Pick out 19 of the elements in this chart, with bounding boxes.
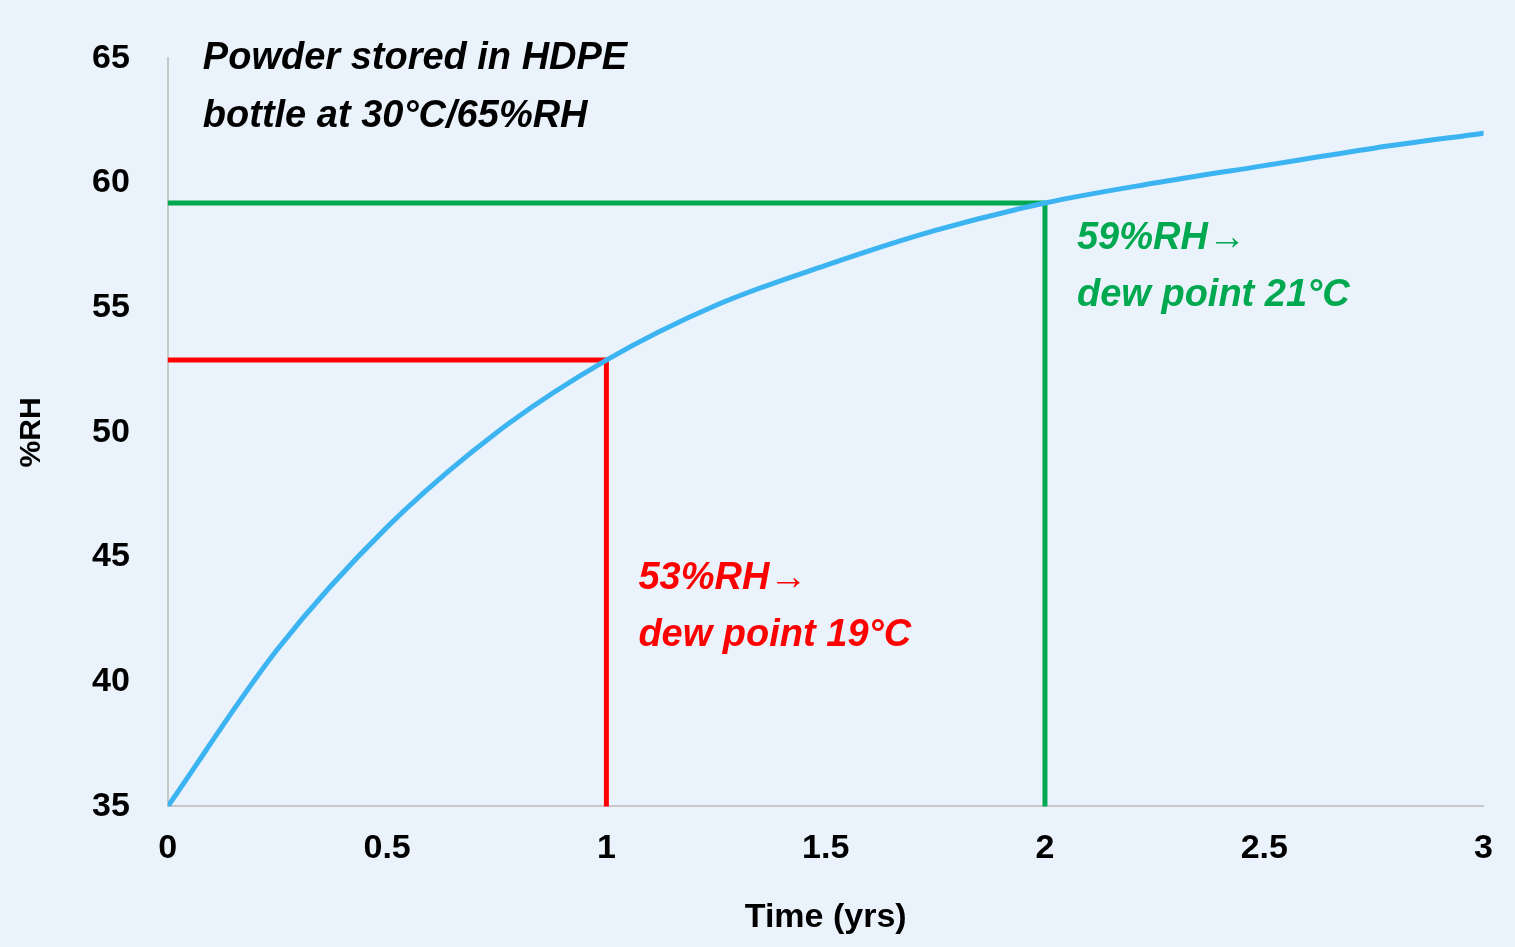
x-axis-title: Time (yrs)	[744, 895, 907, 934]
x-tick-label: 1	[596, 827, 616, 866]
x-tick-label: 2	[1035, 827, 1055, 866]
y-tick-label: 40	[91, 660, 130, 699]
y-tick-label: 35	[91, 784, 130, 823]
x-tick-label: 1.5	[802, 827, 850, 866]
annotation: 53%RH→ dew point 19°C	[638, 554, 912, 654]
y-tick-label: 50	[91, 410, 130, 449]
y-tick-label: 60	[91, 161, 130, 200]
y-tick-label: 55	[91, 286, 130, 325]
y-axis-title: %RH	[13, 397, 47, 468]
x-tick-label: 2.5	[1240, 827, 1288, 866]
annotation: 59%RH→ dew point 21°C	[1076, 215, 1351, 315]
x-tick-label: 0	[158, 827, 178, 866]
x-tick-label: 3	[1474, 827, 1494, 866]
y-tick-label: 45	[91, 535, 130, 574]
x-tick-label: 0.5	[363, 827, 411, 866]
chart-title: Powder stored in HDPE bottle at 30°C/65%RH	[202, 34, 629, 135]
y-tick-label: 65	[91, 36, 130, 75]
